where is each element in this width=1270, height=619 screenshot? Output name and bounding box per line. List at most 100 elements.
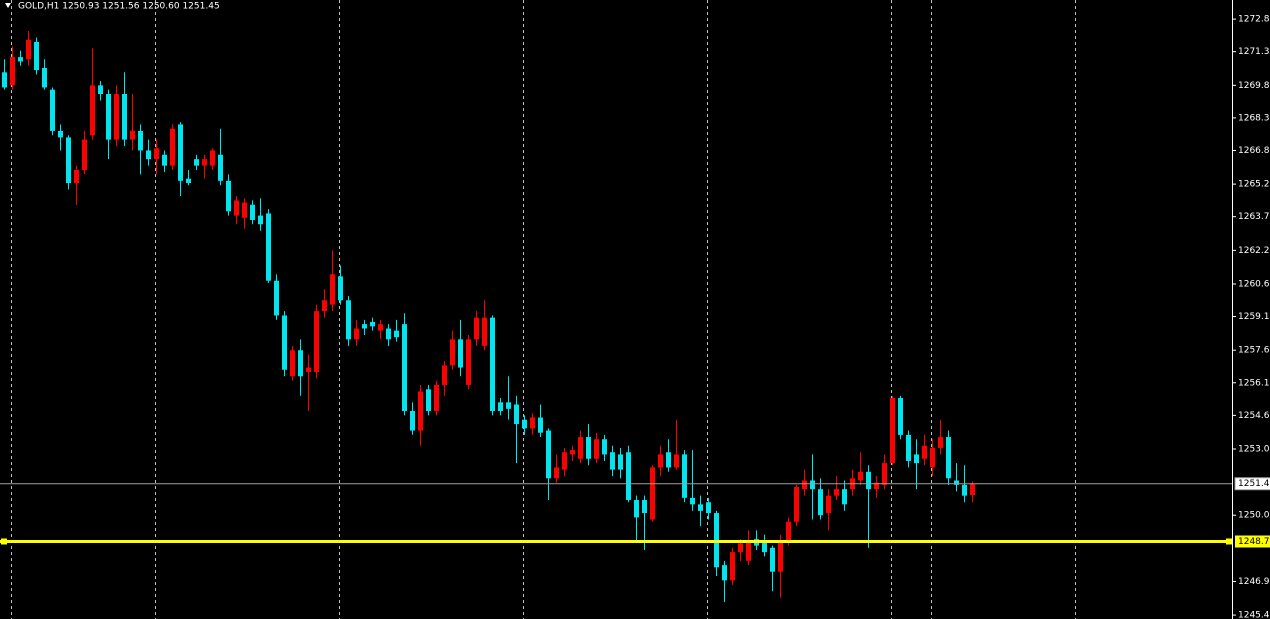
candle-body [802, 480, 807, 490]
candle-body [930, 447, 935, 468]
y-tick-label: 1254.60 [1238, 411, 1270, 421]
candle-body [170, 128, 175, 166]
candle-body [138, 130, 143, 151]
candle-body [474, 317, 479, 340]
candle-body [538, 417, 543, 433]
candle-body [234, 200, 239, 216]
candle-body [498, 402, 503, 412]
candle-body [90, 85, 95, 136]
candle-body [946, 437, 951, 479]
candle-body [314, 311, 319, 372]
candle-body [2, 72, 7, 88]
candle-body [794, 486, 799, 522]
y-tick-label: 1269.80 [1238, 81, 1270, 91]
y-tick-label: 1256.10 [1238, 378, 1270, 388]
y-tick-label: 1253.05 [1238, 444, 1270, 454]
candle-body [418, 391, 423, 431]
candle-body [354, 328, 359, 340]
candle-body [626, 452, 631, 501]
candle-body [866, 471, 871, 490]
candle-body [130, 130, 135, 140]
candle-body [442, 365, 447, 385]
candle-body [202, 159, 207, 166]
candle-body [690, 497, 695, 505]
candle-body [210, 150, 215, 166]
candle-body [410, 411, 415, 431]
last-price-label: 1251.45 [1238, 479, 1270, 489]
candle-body [394, 330, 399, 338]
candle-body [786, 521, 791, 542]
candle-body [618, 454, 623, 470]
candle-body [290, 350, 295, 377]
candle-body [610, 452, 615, 470]
candle-body [218, 154, 223, 181]
y-tick-label: 1245.40 [1238, 611, 1270, 619]
candle-body [562, 452, 567, 470]
candle-body [890, 397, 895, 464]
candle-body [938, 437, 943, 448]
candle-body [226, 180, 231, 212]
candle-body [66, 137, 71, 184]
candle-body [722, 565, 727, 581]
level-box [1235, 535, 1270, 548]
level-handle [1226, 538, 1232, 545]
candle-body [306, 367, 311, 372]
candle-body [26, 39, 31, 60]
candle-body [730, 552, 735, 581]
y-tick-label: 1257.60 [1238, 346, 1270, 356]
candle-body [378, 324, 383, 331]
candle-body [674, 454, 679, 468]
candle-body [514, 404, 519, 425]
candle-body [746, 541, 751, 561]
candle-body [658, 454, 663, 468]
candle-body [458, 339, 463, 368]
candle-body [114, 94, 119, 140]
candle-body [258, 215, 263, 225]
candle-body [906, 434, 911, 461]
candle-body [266, 213, 271, 281]
candle-body [698, 504, 703, 511]
candle-body [882, 463, 887, 485]
candle-body [706, 502, 711, 514]
candle-body [738, 543, 743, 553]
candle-body [954, 480, 959, 485]
candle-body [178, 124, 183, 181]
candle-body [898, 397, 903, 435]
candle-body [842, 489, 847, 505]
candle-body [250, 204, 255, 220]
y-tick-label: 1250.00 [1238, 511, 1270, 521]
candle-body [506, 402, 511, 409]
candle-body [186, 178, 191, 184]
candle-body [762, 541, 767, 553]
candle-body [770, 547, 775, 572]
candle-body [338, 276, 343, 301]
candle-body [642, 500, 647, 514]
y-tick-label: 1272.85 [1238, 15, 1270, 25]
candle-body [282, 315, 287, 370]
candle-body [546, 430, 551, 479]
candle-body [594, 439, 599, 459]
candle-body [34, 41, 39, 71]
candle-body [778, 541, 783, 572]
candle-body [50, 89, 55, 131]
collapse-arrow[interactable] [5, 3, 11, 8]
candle-body [914, 454, 919, 464]
candle-body [146, 150, 151, 160]
candle-body [298, 350, 303, 377]
candle-body [162, 154, 167, 166]
y-tick-label: 1262.20 [1238, 246, 1270, 256]
candle-body [42, 67, 47, 88]
candle-body [482, 317, 487, 346]
candle-body [578, 437, 583, 459]
candle-body [650, 467, 655, 520]
candle-body [346, 300, 351, 340]
last-price-box [1234, 477, 1270, 491]
candle-body [522, 419, 527, 429]
y-tick-label: 1259.15 [1238, 312, 1270, 322]
candle-body [426, 389, 431, 412]
candle-body [666, 452, 671, 468]
candle-body [18, 57, 23, 62]
candle-body [586, 437, 591, 459]
